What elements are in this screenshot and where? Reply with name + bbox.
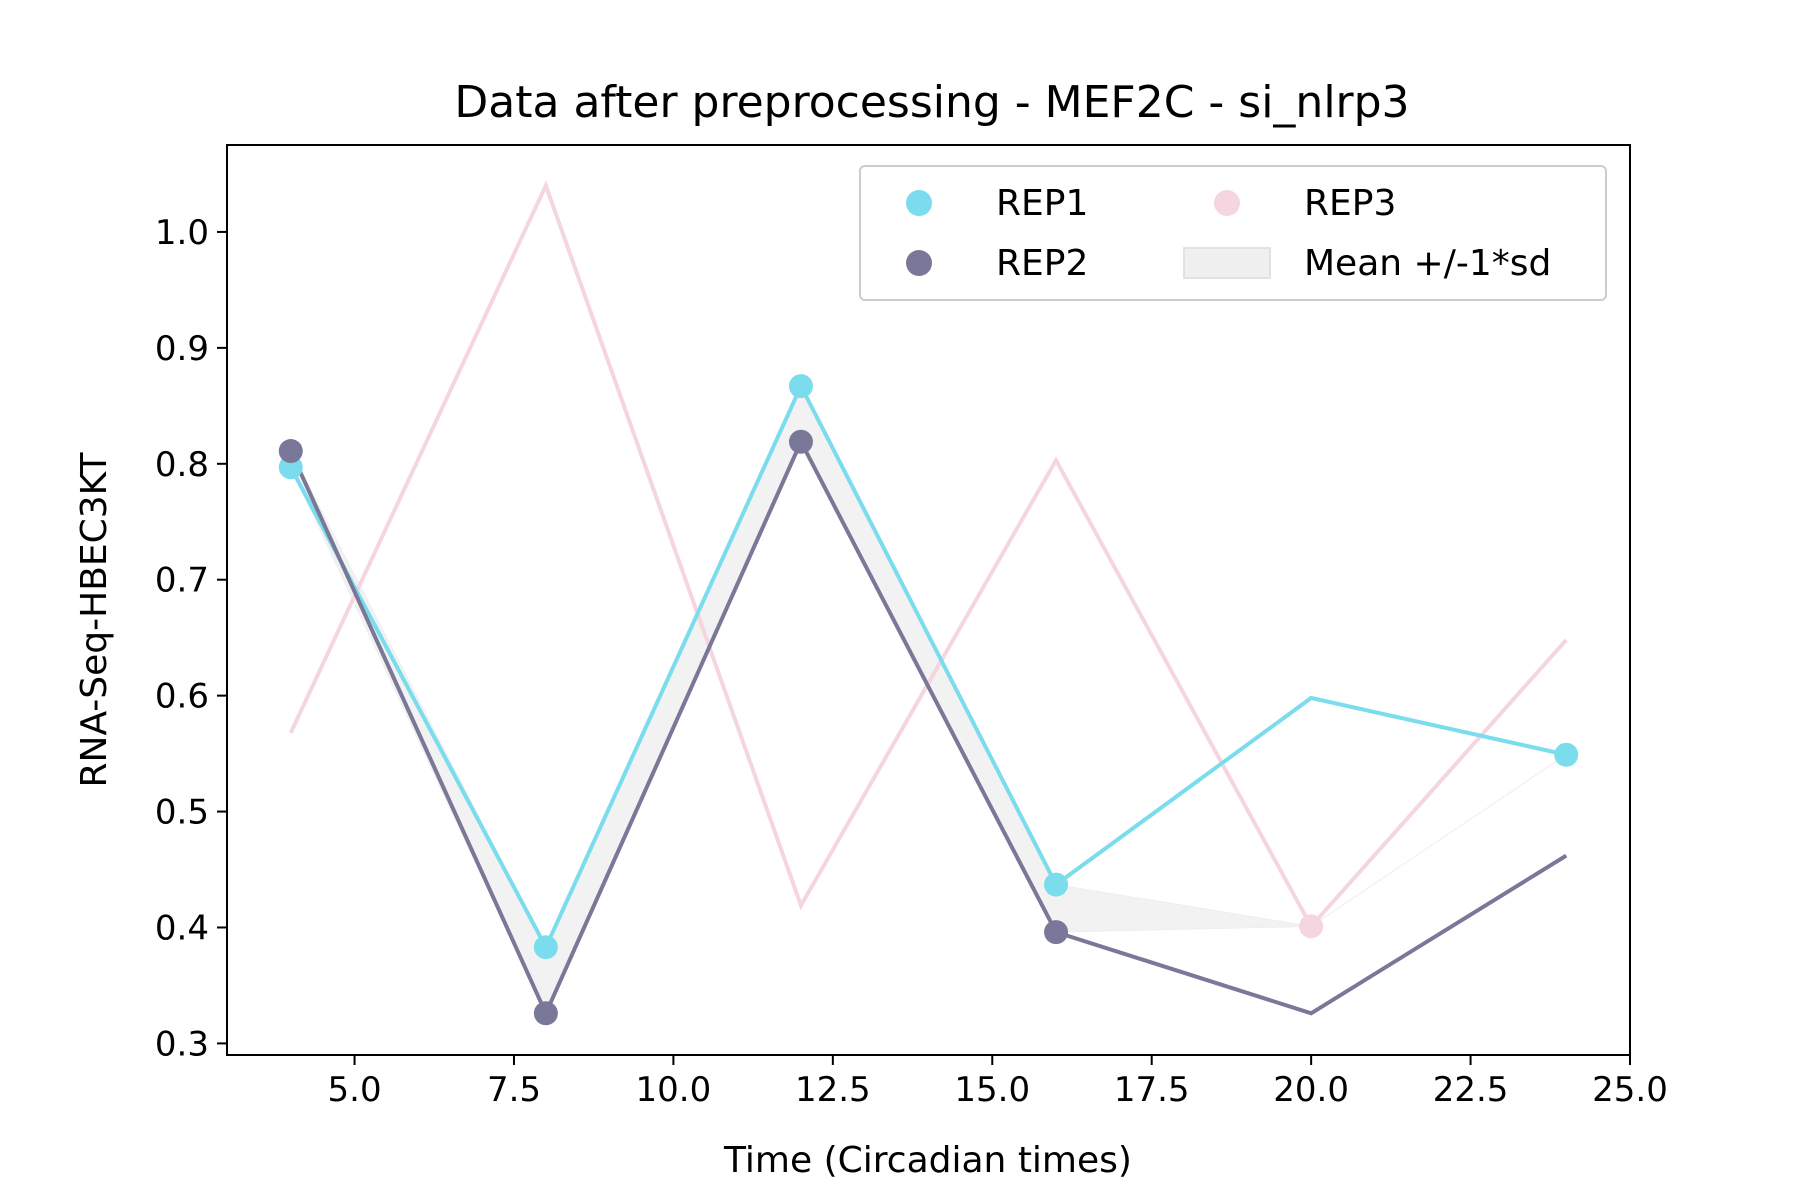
sd-band-area bbox=[290, 384, 1567, 1015]
y-axis-ticks: 0.3 0.4 0.5 0.6 0.7 0.8 0.9 1.0 bbox=[155, 213, 227, 1064]
x-tick-label: 12.5 bbox=[795, 1070, 871, 1110]
legend-label-rep2: REP2 bbox=[996, 243, 1088, 284]
rep1-point bbox=[533, 935, 558, 960]
y-axis-title: RNA-Seq-HBEC3KT bbox=[74, 452, 115, 788]
y-tick-label: 0.4 bbox=[155, 908, 209, 948]
rep1-point bbox=[1554, 742, 1579, 767]
rep2-point bbox=[1044, 920, 1069, 945]
x-axis-ticks: 5.0 7.5 10.0 12.5 15.0 17.5 20.0 22.5 25.0 bbox=[328, 1055, 1668, 1110]
y-tick-label: 1.0 bbox=[155, 213, 209, 253]
rep2-point bbox=[788, 429, 813, 454]
x-tick-label: 25.0 bbox=[1592, 1070, 1668, 1110]
rep1-line bbox=[289, 381, 1567, 952]
y-tick-label: 0.8 bbox=[155, 445, 209, 485]
legend-box bbox=[859, 165, 1607, 301]
legend-marker-rep1 bbox=[906, 190, 932, 216]
x-tick-label: 22.5 bbox=[1433, 1070, 1509, 1110]
legend-label-mean-1-sd: Mean +/-1*sd bbox=[1304, 243, 1551, 284]
series-lines-layer bbox=[288, 180, 1568, 1019]
legend: REP1 REP2 REP3 Mean +/-1*sd bbox=[859, 165, 1607, 301]
x-tick-label: 7.5 bbox=[487, 1070, 541, 1110]
rep1-point bbox=[1044, 872, 1069, 897]
y-tick-label: 0.5 bbox=[155, 793, 209, 833]
x-tick-label: 5.0 bbox=[328, 1070, 382, 1110]
legend-marker-mean-1-sd bbox=[1183, 247, 1271, 279]
x-tick-label: 15.0 bbox=[954, 1070, 1030, 1110]
rep2-point bbox=[533, 1001, 558, 1026]
rep3-point bbox=[1299, 914, 1324, 939]
legend-label-rep3: REP3 bbox=[1304, 183, 1396, 224]
sd-band-layer bbox=[290, 384, 1567, 1015]
series-markers-layer bbox=[278, 374, 1579, 1026]
legend-marker-rep3 bbox=[1214, 190, 1240, 216]
rep2-point bbox=[278, 439, 303, 464]
y-tick-label: 0.7 bbox=[155, 561, 209, 601]
x-tick-label: 17.5 bbox=[1114, 1070, 1190, 1110]
plot-area-frame bbox=[226, 144, 1631, 1056]
rep2-line bbox=[288, 437, 1568, 1019]
x-axis-title: Time (Circadian times) bbox=[723, 1140, 1132, 1181]
rep1-point bbox=[788, 374, 813, 399]
y-tick-label: 0.3 bbox=[155, 1024, 209, 1064]
x-tick-label: 10.0 bbox=[636, 1070, 712, 1110]
y-tick-label: 0.6 bbox=[155, 677, 209, 717]
chart-title: Data after preprocessing - MEF2C - si_nl… bbox=[454, 77, 1409, 128]
y-tick-label: 0.9 bbox=[155, 329, 209, 369]
legend-marker-rep2 bbox=[906, 250, 932, 276]
x-tick-label: 20.0 bbox=[1273, 1070, 1349, 1110]
legend-label-rep1: REP1 bbox=[996, 183, 1088, 224]
